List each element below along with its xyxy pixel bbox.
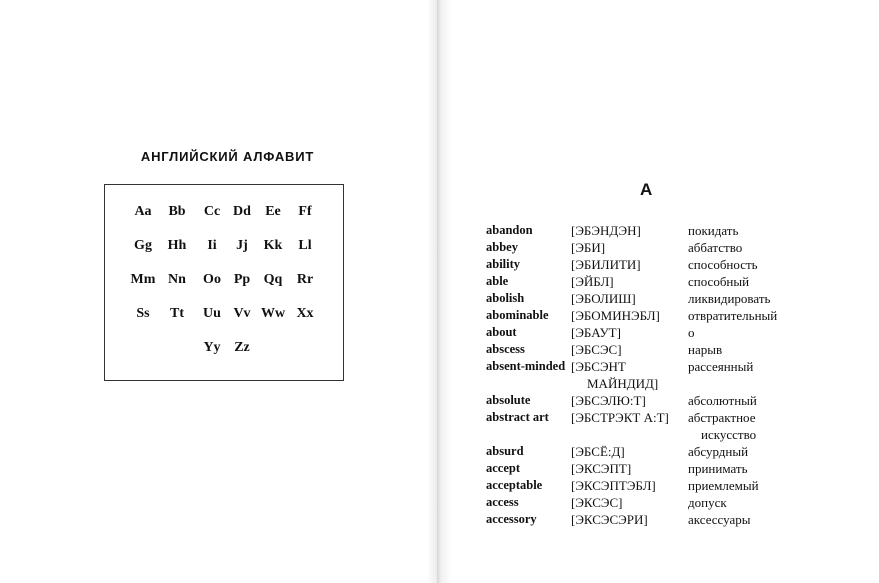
entry-transcription: [ЭБСЁ:Д]: [571, 444, 625, 459]
entry-transcription: [ЭБОМИНЭБЛ]: [571, 308, 660, 323]
alphabet-letter: Dd: [233, 204, 251, 219]
alphabet-letter: Ee: [265, 204, 281, 219]
entry-transcription: [ЭБСЭС]: [571, 342, 622, 357]
entry-translation: абстрактное: [688, 410, 756, 425]
alphabet-letter: Qq: [263, 272, 283, 287]
entry-transcription: [ЭБИ]: [571, 240, 606, 255]
entry-translation: допуск: [688, 495, 727, 510]
alphabet-letter: Ww: [260, 306, 286, 321]
alphabet-letter: Jj: [236, 238, 248, 253]
entry-translation: ликвидировать: [688, 291, 771, 306]
alphabet-letter: Hh: [167, 238, 187, 253]
entry-translation: принимать: [688, 461, 748, 476]
entry-translation: приемлемый: [688, 478, 759, 493]
entry-translation: нарыв: [688, 342, 723, 357]
alphabet-letter: Uu: [203, 306, 221, 321]
alphabet-letter: Bb: [168, 204, 186, 219]
alphabet-letter: Oo: [203, 272, 221, 287]
entry-translation: искусство: [701, 427, 757, 442]
entry-word: abandon: [486, 223, 533, 237]
alphabet-letter: Xx: [296, 306, 314, 321]
entry-word: absent-minded: [486, 359, 566, 373]
entry-transcription: [ЭЙБЛ]: [571, 274, 614, 289]
entry-transcription: [ЭБЭНДЭН]: [571, 223, 641, 238]
entry-transcription: [ЭКСЭПТ]: [571, 461, 632, 476]
alphabet-letter: Pp: [233, 272, 251, 287]
entry-word: abstract art: [486, 410, 549, 424]
alphabet-letter: Mm: [130, 272, 156, 287]
entry-transcription: [ЭКСЭПТЭБЛ]: [571, 478, 656, 493]
alphabet-letter: Zz: [234, 340, 250, 355]
entry-transcription: [ЭБАУТ]: [571, 325, 621, 340]
entry-translation: о: [688, 325, 695, 340]
alphabet-letter: Kk: [263, 238, 283, 253]
entry-translation: абсурдный: [688, 444, 749, 459]
entry-translation: аксессуары: [688, 512, 751, 527]
alphabet-letter: Gg: [134, 238, 152, 253]
entry-word: about: [486, 325, 517, 339]
alphabet-letter: Vv: [233, 306, 251, 321]
entry-translation: отвратительный: [688, 308, 778, 323]
entry-word: ability: [486, 257, 521, 271]
alphabet-letter: Nn: [168, 272, 186, 287]
alphabet-letter: Ll: [298, 238, 312, 253]
alphabet-title: АНГЛИЙСКИЙ АЛФАВИТ: [140, 149, 315, 164]
entry-word: absurd: [486, 444, 524, 458]
alphabet-letter: Aa: [134, 204, 152, 219]
entry-word: able: [486, 274, 509, 288]
entry-word: absolute: [486, 393, 531, 407]
alphabet-letter: Yy: [203, 340, 221, 355]
entry-translation: аббатство: [688, 240, 743, 255]
entry-word: accessory: [486, 512, 537, 526]
alphabet-letter: Ss: [136, 306, 150, 321]
entry-transcription: [ЭБИЛИТИ]: [571, 257, 641, 272]
entry-word: abominable: [486, 308, 549, 322]
entry-transcription: [ЭБСЭНТ: [571, 359, 626, 374]
alphabet-letter: Cc: [203, 204, 221, 219]
entry-translation: абсолютный: [688, 393, 757, 408]
alphabet-box: [104, 184, 344, 381]
entry-transcription: МАЙНДИД]: [587, 376, 659, 391]
entry-transcription: [ЭКСЭСЭРИ]: [571, 512, 648, 527]
entry-transcription: [ЭКСЭС]: [571, 495, 623, 510]
entry-transcription: [ЭБОЛИШ]: [571, 291, 636, 306]
entry-word: access: [486, 495, 519, 509]
entry-translation: способность: [688, 257, 758, 272]
entry-transcription: [ЭБСЭЛЮ:Т]: [571, 393, 646, 408]
left-page: АНГЛИЙСКИЙ АЛФАВИТ: [0, 0, 437, 583]
alphabet-letter: Ff: [298, 204, 312, 219]
entry-word: abolish: [486, 291, 525, 305]
alphabet-letter: Rr: [296, 272, 314, 287]
entry-translation: покидать: [688, 223, 739, 238]
alphabet-letter: Tt: [170, 306, 184, 321]
right-page: [437, 0, 879, 583]
entry-transcription: [ЭБСТРЭКТ А:Т]: [571, 410, 669, 425]
entry-word: acceptable: [486, 478, 543, 492]
alphabet-letter: Ii: [207, 238, 217, 253]
entry-word: abbey: [486, 240, 518, 254]
entry-word: accept: [486, 461, 521, 475]
entry-word: abscess: [486, 342, 525, 356]
entry-translation: рассеянный: [688, 359, 754, 374]
section-heading: A: [640, 180, 653, 199]
entry-translation: способный: [688, 274, 750, 289]
